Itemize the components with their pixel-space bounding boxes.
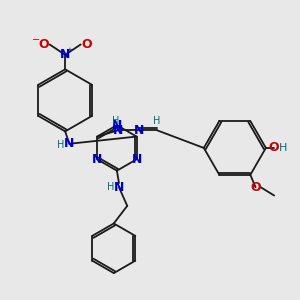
Text: O: O — [269, 141, 280, 154]
Text: N: N — [92, 153, 102, 166]
Text: H: H — [107, 182, 114, 192]
Text: N: N — [60, 48, 70, 61]
Text: O: O — [250, 181, 261, 194]
Text: H: H — [57, 140, 65, 150]
Text: H: H — [112, 116, 119, 126]
Text: N: N — [64, 137, 74, 150]
Text: N: N — [131, 153, 142, 166]
Text: H: H — [279, 143, 288, 153]
Text: N: N — [113, 124, 123, 137]
Text: N: N — [112, 119, 122, 132]
Text: N: N — [134, 124, 144, 137]
Text: +: + — [66, 47, 72, 53]
Text: O: O — [82, 38, 92, 51]
Text: H: H — [154, 116, 161, 126]
Text: O: O — [38, 38, 49, 51]
Text: N: N — [114, 181, 124, 194]
Text: −: − — [32, 35, 40, 45]
